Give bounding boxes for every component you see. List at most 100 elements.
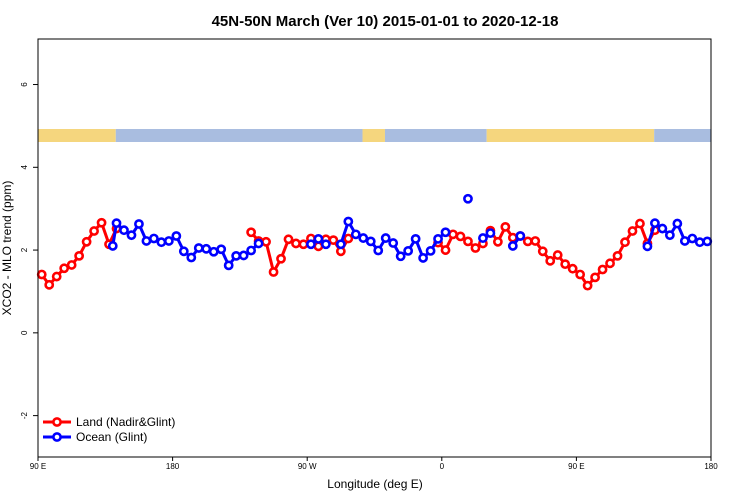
y-tick-label: -2 bbox=[20, 412, 29, 420]
data-point bbox=[545, 255, 556, 266]
x-axis: 90 E 180 90 W 0 90 E 180 bbox=[30, 457, 718, 471]
y-axis: -2 0 2 4 6 bbox=[20, 82, 38, 419]
legend: Land (Nadir&Glint)Ocean (Glint) bbox=[43, 415, 175, 444]
data-point bbox=[537, 246, 548, 257]
x-tick-label: 90 E bbox=[30, 462, 46, 471]
data-point bbox=[238, 250, 249, 261]
data-point bbox=[268, 267, 279, 277]
x-tick-label: 180 bbox=[704, 462, 718, 471]
x-tick-label: 0 bbox=[440, 462, 445, 471]
data-point bbox=[89, 226, 99, 236]
data-point bbox=[119, 225, 129, 236]
data-point bbox=[492, 236, 503, 247]
data-point bbox=[298, 239, 309, 250]
data-point bbox=[560, 259, 571, 270]
data-point bbox=[313, 241, 324, 252]
data-point bbox=[373, 245, 384, 256]
data-point bbox=[552, 250, 563, 260]
data-point bbox=[388, 238, 399, 248]
legend-label: Land (Nadir&Glint) bbox=[76, 415, 175, 429]
data-point bbox=[403, 245, 414, 256]
band-segment-ocean bbox=[384, 129, 487, 142]
chart-title: 45N-50N March (Ver 10) 2015-01-01 to 202… bbox=[212, 13, 559, 30]
band-segment-land bbox=[362, 129, 385, 142]
data-point bbox=[156, 237, 167, 248]
data-point bbox=[694, 237, 705, 248]
data-point bbox=[650, 218, 660, 229]
data-point bbox=[515, 231, 526, 241]
data-point bbox=[470, 243, 481, 253]
x-axis-label: Longitude (deg E) bbox=[327, 477, 422, 491]
data-point bbox=[612, 250, 623, 261]
data-point bbox=[111, 218, 122, 229]
data-point bbox=[642, 241, 653, 252]
data-point bbox=[134, 219, 144, 229]
band-segment-land bbox=[38, 129, 116, 142]
y-tick-label: 4 bbox=[20, 165, 29, 170]
data-point bbox=[485, 228, 496, 239]
data-point bbox=[627, 226, 638, 236]
data-point bbox=[36, 269, 47, 280]
series-1 bbox=[107, 193, 713, 271]
data-point bbox=[343, 233, 354, 244]
data-point bbox=[448, 229, 458, 240]
data-point bbox=[620, 237, 630, 248]
data-point bbox=[193, 243, 204, 253]
data-point bbox=[702, 236, 713, 247]
data-point bbox=[380, 233, 391, 243]
x-tick-label: 180 bbox=[166, 462, 180, 471]
land-ocean-band bbox=[38, 129, 711, 142]
data-point bbox=[246, 245, 257, 256]
y-axis-label: XCO2 - MLO trend (ppm) bbox=[0, 181, 14, 316]
series-0 bbox=[36, 217, 660, 291]
data-point bbox=[149, 233, 159, 244]
data-point bbox=[306, 239, 316, 250]
x-tick-label: 90 E bbox=[568, 462, 584, 471]
band-segment-ocean bbox=[115, 129, 363, 142]
data-point bbox=[365, 236, 376, 247]
y-tick-label: 6 bbox=[20, 82, 29, 87]
data-point bbox=[171, 231, 182, 241]
data-point bbox=[343, 216, 354, 227]
band-segment-ocean bbox=[654, 129, 711, 142]
data-point bbox=[320, 239, 331, 250]
data-point bbox=[425, 245, 436, 256]
data-point bbox=[208, 246, 219, 257]
data-point bbox=[350, 229, 361, 240]
data-point bbox=[440, 245, 451, 255]
data-point bbox=[283, 234, 294, 245]
data-point bbox=[358, 233, 369, 243]
data-point bbox=[74, 250, 85, 261]
data-point bbox=[261, 236, 271, 247]
data-point bbox=[530, 236, 541, 246]
data-point bbox=[418, 253, 429, 263]
data-point bbox=[126, 230, 137, 241]
series-line bbox=[437, 222, 657, 288]
legend-marker bbox=[52, 432, 62, 442]
data-point bbox=[201, 243, 212, 254]
data-point bbox=[59, 263, 70, 274]
data-point bbox=[433, 233, 443, 244]
data-point bbox=[81, 236, 92, 247]
series-layer bbox=[36, 193, 713, 291]
data-point bbox=[635, 218, 645, 229]
data-point bbox=[507, 241, 518, 251]
plot-area-border bbox=[37, 38, 712, 458]
data-point bbox=[575, 269, 586, 280]
data-point bbox=[163, 236, 174, 246]
data-point bbox=[44, 279, 55, 290]
data-point bbox=[500, 221, 511, 232]
data-point bbox=[223, 260, 234, 271]
data-point bbox=[463, 193, 473, 204]
data-point bbox=[66, 260, 77, 270]
data-point bbox=[96, 217, 107, 228]
data-point bbox=[253, 238, 264, 249]
x-tick-label: 90 W bbox=[298, 462, 317, 471]
data-point bbox=[246, 227, 257, 238]
data-point bbox=[328, 235, 339, 246]
data-point bbox=[657, 223, 668, 234]
data-point bbox=[664, 230, 675, 241]
legend-marker bbox=[52, 417, 62, 427]
data-point bbox=[186, 252, 197, 263]
data-point bbox=[178, 246, 189, 257]
